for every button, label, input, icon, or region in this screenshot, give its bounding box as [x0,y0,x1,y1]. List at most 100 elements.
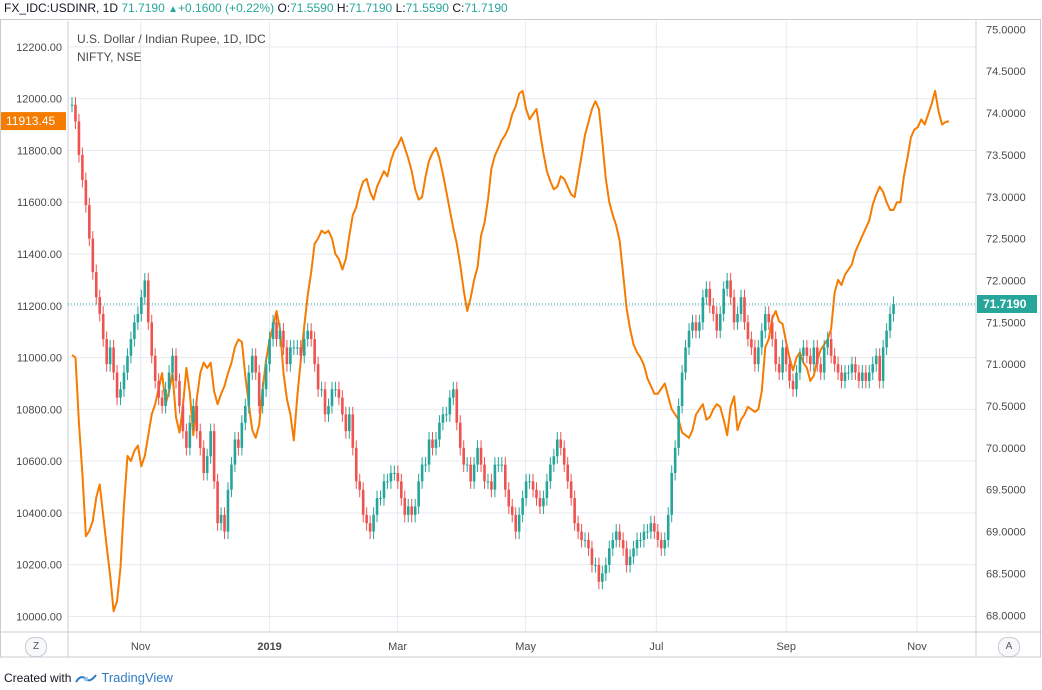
candle [185,423,188,456]
candle [774,331,777,372]
candle-body [576,523,580,532]
candle [843,365,847,389]
candle-body [819,364,823,373]
candle [181,398,185,439]
candle-body [112,347,115,373]
candle-body [431,439,434,448]
candle [143,272,147,305]
candle [108,339,112,372]
candle [476,440,479,473]
candle [840,365,843,389]
candle-body [389,472,393,482]
candle-body [323,389,327,415]
candle-body [188,422,192,448]
candle [739,289,743,322]
candle-body [687,330,691,348]
right-price-axis[interactable]: 75.0000 74.5000 74.0000 73.5000 73.0000 72.50… [986,24,1026,622]
candle-body [892,303,895,314]
candle-body [216,481,219,524]
candle [885,323,888,355]
right-tick-label: 69.0000 [986,527,1026,539]
candle-body [628,556,632,566]
candle-body [348,414,351,432]
zoom-button[interactable]: Z [25,637,47,657]
candle-body [119,389,122,398]
candle [112,339,115,381]
candle-body [94,272,98,298]
candle-body [833,355,836,365]
candle-body [254,355,258,373]
symbol-label[interactable]: FX_IDC:USDINR, 1D [4,1,119,15]
candle [642,524,646,548]
candle-body [133,322,136,340]
candle-body [781,347,784,373]
candle-body [285,347,289,365]
candle [413,498,417,523]
candle [632,540,635,565]
candle [306,323,310,347]
candle [330,381,334,414]
candle-body [309,330,313,340]
left-tick-label: 11000.00 [17,353,62,365]
candle [504,457,507,498]
candle [261,381,264,414]
candle [625,540,628,573]
open-label: O: [277,1,291,15]
candle [393,465,396,481]
candle-body [185,431,188,448]
candle [257,365,261,414]
candle [327,398,330,422]
candle-body [621,539,625,549]
candle-body [257,372,261,407]
candle [379,490,382,506]
nifty-line-series [71,89,950,613]
candle [472,457,476,489]
left-price-tag-label: 11913.45 [6,114,55,128]
candle [375,490,379,523]
time-axis[interactable]: Nov 2019 Mar May Jul Sep Nov [131,641,927,653]
candle-body [379,498,382,500]
candle-body [434,439,438,448]
candle-body [587,539,590,549]
auto-scale-button[interactable]: A [998,637,1020,657]
candle [448,390,452,422]
candle-body [777,364,781,373]
left-tick-label: 10000.00 [16,611,62,623]
candle [119,381,122,406]
left-tick-label: 11200.00 [17,301,62,313]
candle-body [750,339,753,348]
candle [396,465,400,489]
candle-body [514,514,517,532]
candle [493,457,497,498]
candle-body [250,355,254,373]
left-price-axis[interactable]: 12200.00 12000.00 11800.00 11600.00 11400.00… [16,42,62,624]
candle-body [320,389,323,391]
candle-body [535,489,538,499]
candle-body [795,372,798,390]
candle [878,348,881,389]
candle [857,365,861,389]
candle-body [812,347,816,365]
candle [77,113,81,163]
candle-body [452,389,455,398]
candle [361,482,365,523]
candle [545,473,549,506]
candle-body [341,397,344,415]
candle [580,524,583,548]
candle-body [798,355,802,373]
candle-body [486,481,490,483]
candle-body [354,447,358,482]
time-tick-label: Nov [907,641,927,653]
right-tick-label: 74.5000 [986,66,1026,78]
candle [753,339,757,372]
candle-body [739,297,743,314]
tradingview-brand[interactable]: TradingView [101,670,173,685]
candle [146,272,150,330]
candle [282,323,285,355]
candle [601,565,604,590]
candle-body [864,372,868,381]
candle-body [129,339,133,356]
candle [205,448,209,481]
candle-body [282,330,285,348]
